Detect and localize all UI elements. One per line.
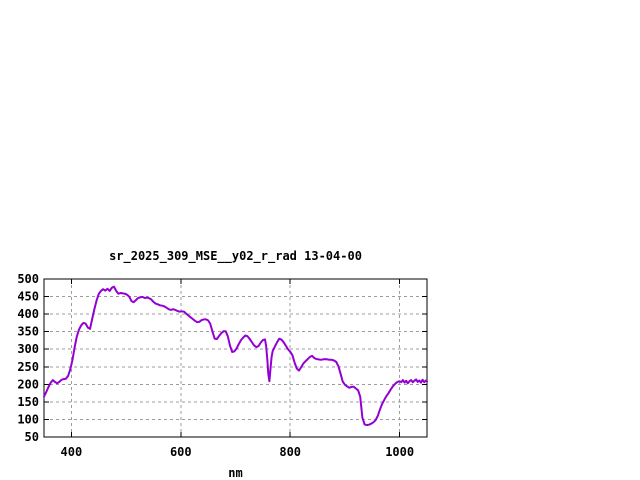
x-tick-label: 600 — [170, 445, 192, 459]
y-tick-label: 150 — [17, 395, 39, 409]
x-tick-label: 1000 — [385, 445, 414, 459]
chart-title: sr_2025_309_MSE__y02_r_rad 13-04-00 — [109, 249, 362, 263]
y-tick-label: 450 — [17, 290, 39, 304]
x-axis-label: nm — [228, 466, 243, 480]
y-tick-label: 200 — [17, 377, 39, 391]
y-tick-label: 400 — [17, 307, 39, 321]
y-tick-label: 250 — [17, 360, 39, 374]
y-tick-label: 50 — [25, 430, 39, 444]
y-tick-label: 300 — [17, 342, 39, 356]
x-tick-label: 800 — [279, 445, 301, 459]
y-tick-label: 500 — [17, 272, 39, 286]
x-tick-label: 400 — [61, 445, 83, 459]
y-tick-label: 100 — [17, 412, 39, 426]
y-tick-label: 350 — [17, 325, 39, 339]
spectrum-line — [43, 285, 428, 427]
plot-border — [43, 278, 428, 438]
